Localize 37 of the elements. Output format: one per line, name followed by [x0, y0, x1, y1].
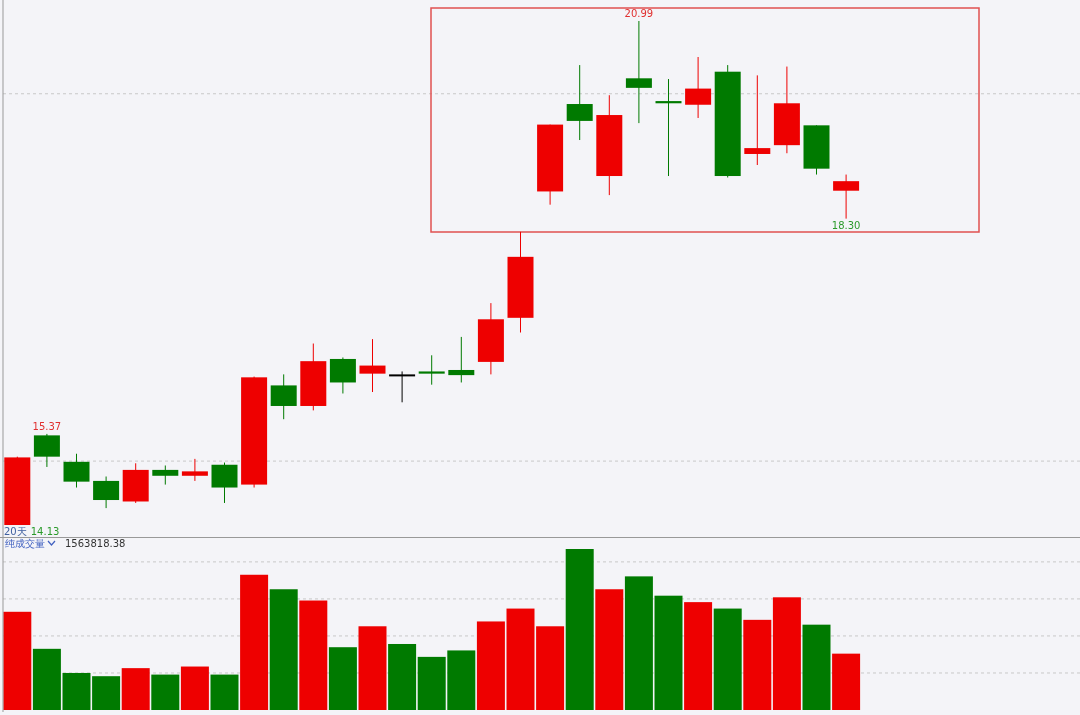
bar — [802, 624, 831, 710]
bar — [684, 602, 713, 710]
bar — [3, 611, 32, 710]
annotation: 15.37 — [32, 420, 62, 432]
annotation: 纯成交量 — [5, 538, 45, 549]
candlestick — [448, 336, 475, 383]
bar — [240, 574, 269, 710]
bar — [624, 576, 653, 710]
bar — [654, 595, 683, 710]
candlestick — [181, 458, 208, 482]
bar — [832, 653, 861, 710]
bar — [388, 643, 417, 710]
candlestick — [625, 20, 652, 124]
candlestick — [389, 370, 416, 403]
text: 14.13 — [30, 526, 60, 537]
annotation: 1563818.38 — [65, 538, 126, 549]
text: 20天 — [4, 526, 27, 537]
bar — [772, 597, 801, 710]
bar — [476, 621, 505, 710]
bar — [151, 674, 180, 710]
annotation: 18.30 — [831, 219, 861, 231]
bar — [299, 600, 328, 710]
bar — [121, 668, 150, 710]
bar — [743, 619, 772, 710]
bar — [595, 589, 624, 710]
annotation: 20.99 — [624, 8, 654, 19]
candlestick — [418, 354, 445, 386]
bar — [210, 674, 239, 710]
bar — [713, 608, 742, 710]
bar — [565, 549, 594, 710]
candlestick — [655, 78, 682, 177]
bar — [32, 648, 61, 710]
bar — [180, 666, 209, 710]
candlestick — [744, 74, 771, 166]
bar — [358, 626, 387, 710]
bar — [328, 647, 357, 710]
bar — [269, 589, 298, 710]
